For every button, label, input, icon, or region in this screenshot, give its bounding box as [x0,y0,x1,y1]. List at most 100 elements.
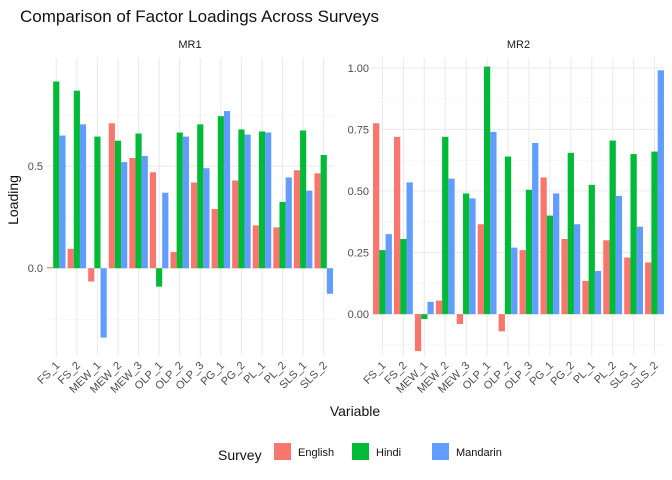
legend-key-mandarin [432,443,449,460]
bar-mr1-hindi-mew_3 [135,133,142,269]
bar-mr1-hindi-olp_2 [176,132,183,269]
legend-label-mandarin: Mandarin [456,447,502,459]
bar-mr2-mandarin-mew_1 [427,301,434,315]
legend-label-english: English [298,447,334,459]
bar-mr2-hindi-olp_3 [525,189,533,315]
bar-mr1-mandarin-pg_1 [223,111,231,269]
legend-title: Survey [218,447,262,463]
bar-mr1-english-fs_2 [67,248,74,269]
y-tick-label: 0.75 [348,124,369,136]
bar-mr1-english-pg_2 [232,180,239,269]
facet-label-mr1: MR1 [178,39,201,51]
bar-mr2-mandarin-fs_2 [406,182,413,315]
bar-mr2-mandarin-pl_1 [594,271,602,315]
bar-mr2-hindi-pg_1 [546,215,554,315]
bar-mr2-english-sls_1 [624,257,631,315]
bar-mr1-hindi-pl_1 [258,131,266,269]
bar-mr2-hindi-pl_1 [588,184,595,315]
y-tick-label: 0.0 [28,263,43,275]
bar-mr1-english-pl_2 [273,227,280,269]
bar-mr1-english-mew_2 [108,123,115,269]
y-tick-label: 0.00 [348,309,369,321]
bar-mr2-hindi-mew_1 [421,314,428,320]
bar-mr1-english-sls_1 [293,170,301,269]
bar-mr1-hindi-pl_2 [279,201,286,269]
bar-mr2-mandarin-mew_3 [469,198,476,315]
bar-mr1-hindi-sls_2 [320,154,327,269]
bar-mr1-english-pl_1 [252,225,259,269]
bar-mr1-english-olp_1 [149,172,157,269]
bar-mr2-mandarin-sls_2 [657,70,664,315]
bar-mr1-english-sls_2 [314,173,321,269]
x-tick-label: PL_1 [241,360,268,387]
bar-mr1-english-pg_1 [211,209,218,269]
bar-mr2-mandarin-fs_1 [385,234,392,315]
bar-mr2-mandarin-olp_3 [532,142,539,315]
bar-mr1-hindi-olp_3 [197,124,204,269]
bar-mr1-english-mew_3 [129,158,136,269]
legend-key-english [274,443,291,460]
bar-mr1-mandarin-sls_2 [326,268,333,294]
bar-mr2-hindi-mew_3 [463,193,470,315]
bar-mr1-mandarin-olp_3 [203,168,210,269]
bar-mr2-hindi-sls_2 [651,151,658,315]
panel-mr1: MR10.00.5FS_1FS_2MEW_1MEW_2MEW_3OLP_1OLP… [28,39,334,396]
bar-mr1-english-olp_2 [170,251,177,269]
bar-mr1-mandarin-olp_2 [182,136,189,269]
bar-mr1-mandarin-pl_1 [265,132,272,269]
bar-mr1-mandarin-mew_2 [121,162,128,269]
bar-mr2-hindi-fs_2 [400,239,407,315]
bar-mr2-english-mew_1 [414,314,422,352]
bar-mr2-hindi-fs_1 [379,250,386,315]
chart-panels: MR10.00.5FS_1FS_2MEW_1MEW_2MEW_3OLP_1OLP… [28,39,665,396]
bar-mr1-mandarin-fs_2 [79,124,87,269]
bar-mr2-hindi-olp_1 [483,66,491,315]
x-tick-label: PG_2 [219,360,247,388]
bar-mr2-mandarin-olp_1 [490,131,497,315]
bar-mr2-english-pg_2 [561,239,568,315]
bar-mr1-english-fs_1 [47,267,54,269]
bar-mr1-mandarin-pl_2 [285,177,292,269]
bar-mr1-hindi-mew_2 [114,140,122,269]
bar-mr1-hindi-olp_1 [156,268,163,287]
bar-mr2-mandarin-sls_1 [636,226,644,315]
y-tick-label: 0.50 [348,186,369,198]
bar-mr1-english-mew_1 [88,268,95,282]
bar-mr2-english-pg_1 [540,177,547,315]
bar-mr1-hindi-fs_1 [53,81,60,269]
bar-mr2-hindi-mew_2 [442,136,449,315]
y-tick-label: 1.00 [348,63,369,75]
bar-mr1-mandarin-olp_1 [162,192,169,269]
bar-mr1-english-olp_3 [191,182,198,269]
x-tick-label: FS_1 [362,360,389,387]
bar-mr1-hindi-pg_2 [238,129,245,269]
bar-mr2-english-olp_1 [477,224,484,315]
bar-mr2-hindi-sls_1 [630,154,637,315]
bar-mr1-mandarin-mew_3 [141,155,148,269]
bar-mr2-mandarin-pl_2 [615,195,623,315]
bar-mr2-mandarin-mew_2 [448,178,455,315]
legend-key-hindi [352,443,369,460]
x-axis-title: Variable [330,403,381,419]
bar-mr1-mandarin-mew_1 [100,268,107,338]
bar-mr1-mandarin-pg_2 [244,134,251,269]
bar-mr2-hindi-pg_2 [567,152,574,315]
bar-mr2-english-olp_3 [519,250,526,315]
bar-mr2-english-sls_2 [645,262,652,315]
bar-mr2-english-pl_2 [603,240,610,315]
bar-mr1-hindi-pg_1 [217,116,224,269]
bar-mr2-mandarin-pg_2 [573,224,581,315]
chart-title: Comparison of Factor Loadings Across Sur… [20,7,379,26]
bar-mr1-mandarin-fs_1 [59,135,66,269]
legend-label-hindi: Hindi [376,447,401,459]
facet-label-mr2: MR2 [507,39,530,51]
bar-mr2-english-pl_1 [582,280,589,315]
x-tick-label: PG_2 [549,360,577,388]
bar-mr2-english-mew_2 [435,300,443,315]
bar-mr2-mandarin-olp_2 [511,247,518,315]
panel-mr2: MR20.000.250.500.751.00FS_1FS_2MEW_1MEW_… [348,39,665,396]
bar-mr1-mandarin-sls_1 [306,190,313,269]
y-tick-label: 0.5 [28,161,43,173]
x-tick-label: FS_1 [35,360,62,387]
